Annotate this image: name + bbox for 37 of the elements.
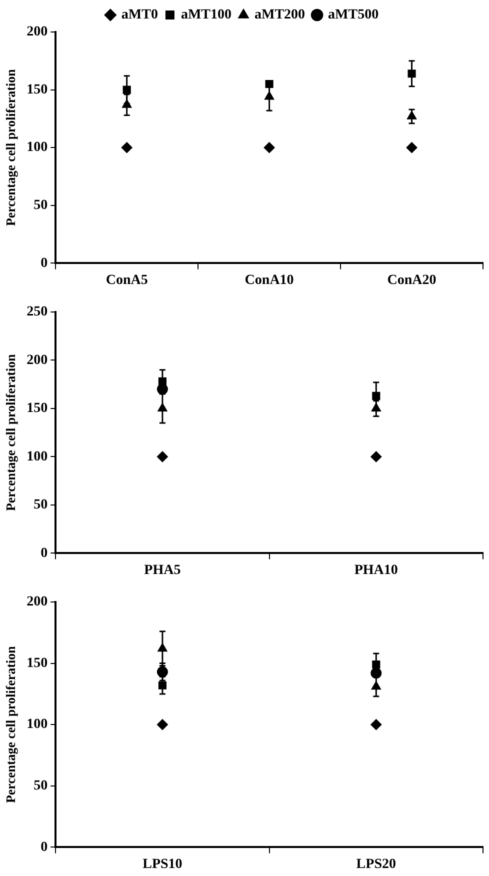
y-tick-label: 0 <box>40 546 48 561</box>
legend-label: aMT200 <box>254 8 306 23</box>
x-tick-label: PHA10 <box>354 563 398 578</box>
x-tick-label: LPS10 <box>142 857 182 872</box>
y-tick-label: 100 <box>26 717 48 732</box>
y-tick-label: 150 <box>26 82 48 98</box>
x-tick-label: ConA5 <box>106 273 148 288</box>
legend-label: aMT0 <box>121 8 158 23</box>
y-tick-label: 50 <box>34 498 48 513</box>
y-tick-label: 100 <box>26 140 48 156</box>
point <box>370 451 382 462</box>
y-tick-label: 50 <box>34 198 48 214</box>
y-tick-label: 100 <box>26 449 48 464</box>
x-tick-label: PHA5 <box>144 563 181 578</box>
point <box>406 142 418 154</box>
y-tick-label: 0 <box>40 256 48 271</box>
legend-label: aMT500 <box>328 8 379 23</box>
x-tick-label: LPS20 <box>356 857 396 872</box>
point <box>156 451 168 462</box>
y-tick-label: 50 <box>34 778 48 794</box>
point <box>264 142 275 154</box>
y-tick-label: 150 <box>26 656 48 671</box>
y-axis-title: Percentage cell proliferation <box>3 645 18 804</box>
point <box>156 719 168 730</box>
y-axis-title: Percentage cell proliferation <box>3 353 18 512</box>
y-tick-label: 200 <box>26 352 48 368</box>
point <box>121 142 132 154</box>
y-tick-label: 250 <box>26 304 48 320</box>
y-tick-label: 200 <box>26 594 48 610</box>
y-axis-title: Percentage cell proliferation <box>3 68 18 226</box>
y-tick-label: 150 <box>26 401 48 416</box>
x-tick-label: ConA20 <box>387 273 436 288</box>
point <box>370 719 382 730</box>
legend-label: aMT100 <box>180 8 232 23</box>
y-tick-label: 200 <box>26 24 48 40</box>
y-tick-label: 0 <box>40 840 48 855</box>
x-tick-label: ConA10 <box>244 273 294 288</box>
